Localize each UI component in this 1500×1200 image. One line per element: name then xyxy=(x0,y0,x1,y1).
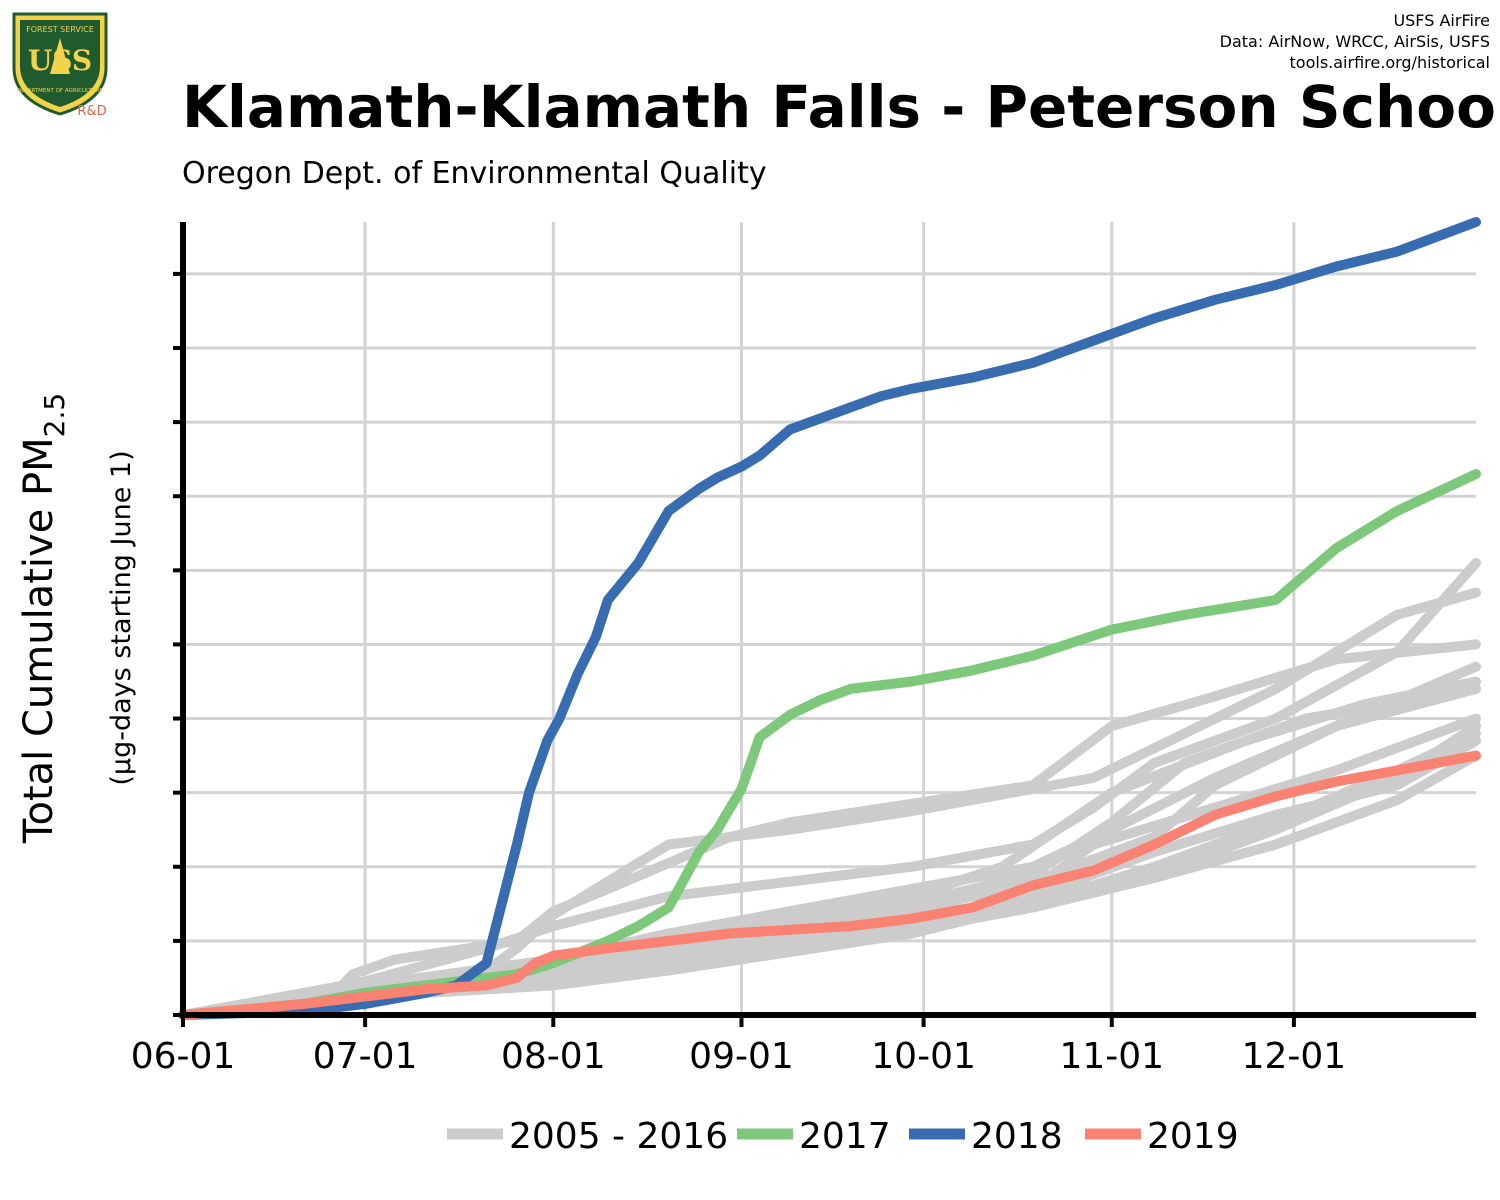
credit-line-2: Data: AirNow, WRCC, AirSis, USFS xyxy=(1219,32,1490,51)
credit-line-3: tools.airfire.org/historical xyxy=(1289,53,1490,72)
chart-subtitle: Oregon Dept. of Environmental Quality xyxy=(182,156,767,191)
x-tick-label: 12-01 xyxy=(1242,1036,1347,1077)
y-axis-sublabel: (µg-days starting June 1) xyxy=(106,450,137,785)
x-tick-label: 11-01 xyxy=(1059,1036,1164,1077)
logo-top-text: FOREST SERVICE xyxy=(26,25,94,34)
credit-line-1: USFS AirFire xyxy=(1393,11,1490,30)
series-line-2019 xyxy=(178,750,1481,1020)
x-tick-label: 10-01 xyxy=(871,1036,976,1077)
y-axis-label: Total Cumulative PM2.5 xyxy=(16,393,71,844)
x-tick-label: 09-01 xyxy=(689,1036,794,1077)
series-line-2018 xyxy=(178,217,1481,1020)
historic-series-line xyxy=(178,721,1481,1020)
historic-series-line xyxy=(178,661,1481,1020)
logo-bottom-text: DEPARTMENT OF AGRICULTURE xyxy=(17,88,104,94)
logo-badge: R&D xyxy=(77,104,106,119)
legend-label: 2018 xyxy=(971,1116,1063,1157)
tree-icon xyxy=(50,38,70,74)
x-tick-label: 08-01 xyxy=(501,1036,606,1077)
x-tick-label: 06-01 xyxy=(131,1036,236,1077)
legend-label: 2005 - 2016 xyxy=(509,1116,728,1157)
x-tick-label: 07-01 xyxy=(313,1036,418,1077)
legend-label: 2017 xyxy=(799,1116,891,1157)
credits: USFS AirFire Data: AirNow, WRCC, AirSis,… xyxy=(1220,10,1490,73)
chart-title: Klamath-Klamath Falls - Peterson School xyxy=(182,73,1500,141)
historic-series-line xyxy=(178,587,1481,1020)
usfs-logo: FOREST SERVICE USS DEPARTMENT OF AGRICUL… xyxy=(12,12,108,119)
legend-label: 2019 xyxy=(1147,1116,1239,1157)
